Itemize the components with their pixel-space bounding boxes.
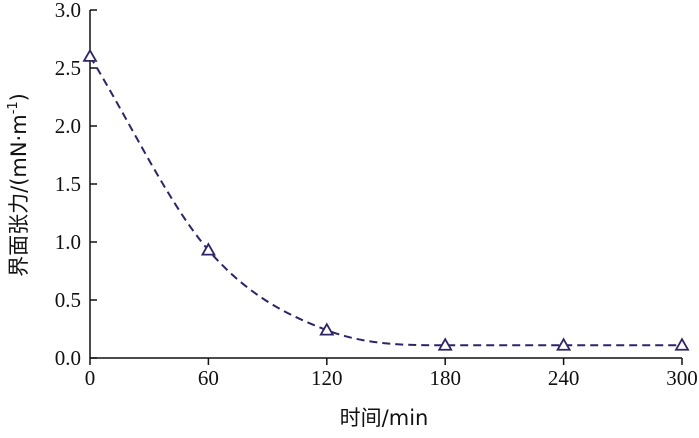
y-axis-title-main: 界面张力/(mN·m [7, 114, 31, 277]
y-tick-label: 2.5 [55, 56, 81, 80]
data-point-marker [674, 337, 690, 351]
y-axis-ticks: 0.0 0.5 1.0 1.5 2.0 2.5 3.0 [55, 0, 97, 370]
x-tick-label: 180 [429, 366, 461, 390]
x-axis-ticks: 0 60 120 180 240 300 [85, 358, 698, 390]
y-tick-label: 0.5 [55, 288, 81, 312]
series-markers [82, 48, 690, 351]
y-tick-label: 3.0 [55, 0, 81, 22]
x-tick-label: 0 [85, 366, 96, 390]
x-tick-label: 240 [548, 366, 580, 390]
series-line [89, 55, 682, 347]
y-tick-label: 2.0 [55, 114, 81, 138]
y-tick-label: 1.0 [55, 230, 81, 254]
x-tick-label: 120 [311, 366, 343, 390]
y-tick-label: 1.5 [55, 172, 81, 196]
data-point-marker [437, 337, 453, 351]
x-tick-label: 60 [198, 366, 219, 390]
y-axis-title: 界面张力/(mN·m-1) [6, 93, 31, 277]
data-point-marker [556, 337, 572, 351]
data-point-marker [82, 48, 98, 62]
x-axis-title: 时间/min [340, 406, 429, 430]
y-axis-title-close: ) [7, 93, 31, 101]
data-point-marker [319, 322, 335, 336]
data-point-marker [200, 242, 216, 256]
x-tick-label: 300 [666, 366, 698, 390]
y-tick-label: 0.0 [55, 346, 81, 370]
y-axis-title-sup: -1 [6, 101, 21, 114]
